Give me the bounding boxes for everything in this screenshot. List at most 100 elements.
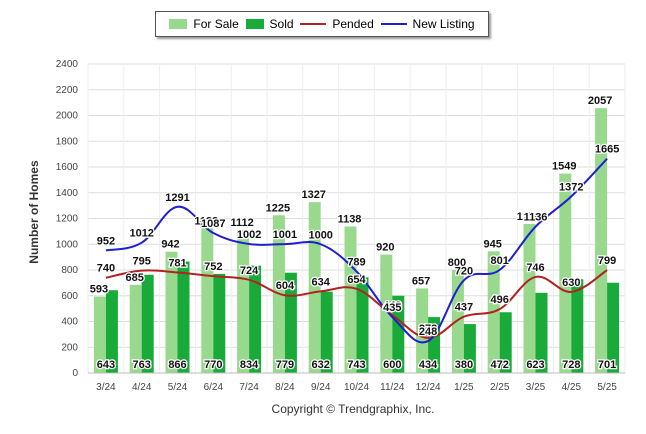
data-label-new-listing: 1291 (165, 192, 189, 204)
bar-sold (356, 277, 369, 373)
data-label-for-sale: 685 (126, 272, 144, 284)
y-axis: 0 200 400 600 800 1000 1200 1400 1600 1800 2000 220… (56, 59, 79, 379)
data-label-for-sale: 945 (484, 238, 502, 250)
data-label-for-sale: 942 (161, 239, 179, 251)
legend-item-pended: Pended (300, 17, 374, 31)
data-label-sold: 770 (204, 359, 222, 371)
y-tick-label: 1200 (56, 214, 79, 225)
x-tick-label: 3/25 (526, 382, 546, 393)
x-tick-label: 5/25 (597, 382, 617, 393)
y-tick-label: 600 (61, 291, 78, 302)
data-label-pended: 654 (347, 274, 366, 286)
x-tick-label: 8/24 (275, 382, 295, 393)
legend-item-for-sale: For Sale (169, 17, 239, 31)
bar-for-sale (595, 108, 608, 373)
bar-for-sale (380, 254, 393, 373)
legend-label-for-sale: For Sale (193, 17, 239, 31)
y-tick-label: 400 (61, 317, 78, 328)
bar-sold (249, 265, 262, 373)
data-label-pended: 799 (598, 255, 616, 267)
x-tick-label: 4/24 (132, 382, 152, 393)
x-tick-label: 11/24 (380, 382, 405, 393)
data-label-for-sale: 1158 (517, 211, 541, 223)
y-tick-label: 2000 (56, 111, 79, 122)
data-label-sold: 472 (491, 359, 509, 371)
data-label-sold: 743 (347, 359, 365, 371)
data-label-sold: 380 (455, 359, 473, 371)
data-label-sold: 866 (168, 359, 186, 371)
bar-sold (141, 274, 154, 373)
bar-sold (177, 261, 190, 373)
x-tick-label: 4/25 (562, 382, 582, 393)
x-tick-label: 6/24 (204, 382, 224, 393)
data-label-for-sale: 1549 (552, 161, 576, 173)
data-label-sold: 632 (312, 359, 330, 371)
data-label-pended: 795 (133, 256, 151, 268)
data-label-pended: 496 (491, 294, 509, 306)
y-tick-label: 1400 (56, 188, 79, 199)
data-label-sold: 643 (97, 359, 115, 371)
bar-sold (607, 282, 620, 373)
legend: For Sale Sold Pended New Listing (155, 11, 489, 37)
data-label-new-listing: 1001 (273, 229, 297, 241)
legend-label-sold: Sold (269, 17, 294, 31)
data-label-new-listing: 435 (383, 302, 401, 314)
legend-label-pended: Pended (332, 17, 374, 31)
y-tick-label: 1000 (56, 239, 79, 250)
y-axis-title: Number of Homes (27, 160, 41, 264)
data-label-sold: 600 (383, 359, 401, 371)
legend-item-new-listing: New Listing (380, 17, 475, 31)
y-tick-label: 1800 (56, 136, 79, 147)
data-label-new-listing: 952 (97, 235, 115, 247)
bar-for-sale (201, 228, 214, 373)
legend-item-sold: Sold (245, 17, 294, 31)
bar-sold (499, 312, 512, 373)
x-tick-label: 5/24 (168, 382, 188, 393)
bar-sold (320, 291, 333, 373)
x-tick-label: 9/24 (311, 382, 331, 393)
data-label-for-sale: 920 (376, 242, 394, 254)
bar-for-sale (237, 229, 250, 373)
y-tick-label: 2400 (56, 59, 79, 70)
line-new-listing (105, 157, 608, 344)
data-label-new-listing: 1665 (595, 144, 619, 156)
data-label-new-listing: 1087 (201, 218, 225, 230)
bar-for-sale (416, 288, 429, 373)
data-label-sold: 763 (133, 359, 151, 371)
y-tick-label: 1600 (56, 162, 79, 173)
legend-swatch-sold (245, 19, 264, 29)
line-pended (105, 269, 608, 339)
x-tick-label: 3/24 (96, 382, 116, 393)
data-label-pended: 740 (97, 263, 115, 275)
legend-swatch-pended (300, 23, 327, 25)
data-label-new-listing: 789 (347, 256, 365, 268)
bars (93, 108, 620, 373)
bar-for-sale (523, 223, 536, 373)
x-tick-label: 7/24 (239, 382, 259, 393)
data-label-new-listing: 1000 (308, 229, 332, 241)
data-label-new-listing: 248 (419, 326, 437, 338)
legend-swatch-new-listing (380, 23, 407, 25)
data-label-pended: 746 (526, 262, 544, 274)
bar-sold (535, 292, 548, 373)
bar-sold (105, 290, 118, 373)
data-label-pended: 724 (240, 265, 259, 277)
bar-for-sale (344, 226, 357, 373)
data-label-for-sale: 800 (448, 257, 466, 269)
x-tick-label: 2/25 (490, 382, 510, 393)
bar-sold (463, 324, 476, 373)
data-label-sold: 834 (240, 359, 259, 371)
x-axis: 3/24 4/24 5/24 6/24 7/24 8/24 9/24 10/24 11/24 12… (88, 372, 625, 393)
data-label-for-sale: 1327 (301, 189, 325, 201)
bar-sold (571, 279, 584, 373)
bar-for-sale (559, 173, 572, 373)
data-label-pended: 449 (383, 300, 401, 312)
data-label-pended: 630 (562, 277, 580, 289)
bar-sold (392, 295, 405, 373)
data-label-for-sale: 1123 (194, 215, 218, 227)
legend-swatch-for-sale (169, 19, 188, 29)
legend-label-new-listing: New Listing (412, 17, 475, 31)
bar-for-sale (165, 251, 178, 373)
series-lines (105, 157, 608, 344)
